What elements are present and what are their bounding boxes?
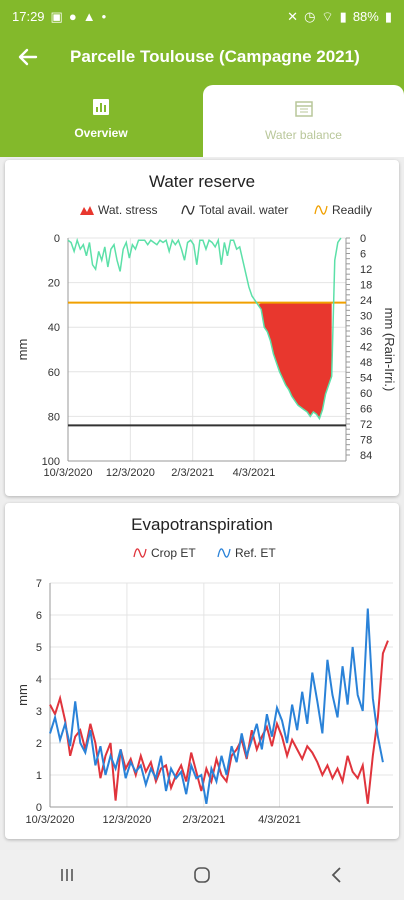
alert-notification-icon: ▲: [82, 9, 96, 24]
water-reserve-chart: 0 20 40 60 80 100 0 6 12 18 24 30 36 42 48 54 60 66 72 78 84…: [15, 233, 397, 479]
evapotranspiration-card: Evapotranspiration Crop ET Ref. ET 0 1 2 3 4…: [5, 503, 399, 839]
x-tick-label: 10/3/2020: [26, 814, 75, 826]
tab-overview-label: Overview: [74, 126, 128, 140]
y2-axis-label: mm (Rain-Irri.): [382, 308, 397, 392]
system-nav-bar: [0, 850, 404, 900]
x-tick-label: 4/3/2021: [233, 467, 276, 479]
y-tick-label: 4: [36, 674, 42, 686]
bar-chart-icon: [93, 99, 109, 115]
tab-bar: Overview Water balance: [0, 81, 404, 157]
evapotranspiration-chart: 0 1 2 3 4 5 6 7 10/3/2020 12/3/2020 2/3/2021 4/3/20…: [15, 578, 393, 826]
y2-tick-label: 42: [360, 342, 372, 354]
y2-tick-label: 84: [360, 450, 372, 462]
ref-et-legend-icon: [217, 548, 231, 558]
water-stress-area: [258, 302, 332, 419]
status-time: 17:29: [12, 9, 45, 24]
y-tick-label: 20: [48, 278, 60, 290]
y-tick-label: 60: [48, 367, 60, 379]
arrow-left-icon: [18, 48, 38, 66]
y2-tick-label: 60: [360, 388, 372, 400]
evapotranspiration-title: Evapotranspiration: [131, 515, 273, 534]
y2-tick-label: 24: [360, 295, 372, 307]
home-icon[interactable]: [192, 865, 212, 885]
y2-tick-label: 72: [360, 419, 372, 431]
y2-tick-label: 48: [360, 357, 372, 369]
x-tick-label: 4/3/2021: [258, 814, 301, 826]
water-reserve-card: Water reserve Wat. stress Total avail. w…: [5, 160, 399, 496]
legend-crop-et: Crop ET: [133, 546, 196, 560]
back-nav-icon[interactable]: [327, 865, 347, 885]
y2-tick-label: 18: [360, 280, 372, 292]
battery-level: 88%: [352, 9, 379, 24]
total-avail-water-line: [67, 237, 342, 421]
wifi-icon: ⌔: [321, 8, 334, 24]
alarm-icon: ◷: [304, 8, 316, 24]
y-tick-label: 7: [36, 578, 42, 590]
x-tick-label: 2/3/2021: [182, 814, 225, 826]
tab-water-balance-label: Water balance: [265, 128, 342, 142]
y-tick-label: 6: [36, 610, 42, 622]
legend-ref-et: Ref. ET: [217, 546, 276, 560]
mute-icon: ✕: [287, 8, 299, 24]
wat-stress-legend-icon: [80, 206, 94, 215]
y2-tick-label: 6: [360, 249, 366, 261]
y-tick-label: 0: [54, 233, 60, 245]
app-bar: Parcelle Toulouse (Campagne 2021): [0, 33, 404, 81]
signal-icon: ▮: [339, 8, 347, 24]
y-tick-label: 5: [36, 642, 42, 654]
y2-tick-label: 0: [360, 233, 366, 245]
x-tick-label: 2/3/2021: [171, 467, 214, 479]
total-avail-water-legend-icon: [181, 205, 195, 215]
y-tick-label: 3: [36, 706, 42, 718]
battery-icon: ▮: [384, 8, 392, 24]
legend-total-avail-water: Total avail. water: [181, 203, 288, 217]
legend-readily: Readily: [314, 203, 372, 217]
x-tick-label: 12/3/2020: [102, 814, 151, 826]
y2-tick-label: 30: [360, 311, 372, 323]
page-title: Parcelle Toulouse (Campagne 2021): [70, 47, 360, 66]
readily-legend-icon: [314, 205, 328, 215]
messenger-notification-icon: ●: [68, 9, 77, 24]
y2-tick-label: 12: [360, 264, 372, 276]
tab-overview[interactable]: Overview: [0, 81, 202, 157]
y-tick-label: 80: [48, 411, 60, 423]
image-notification-icon: ▣: [50, 8, 63, 24]
calendar-grid-icon: [294, 101, 313, 117]
y-tick-label: 40: [48, 322, 60, 334]
y-tick-label: 100: [42, 456, 60, 468]
y2-tick-label: 36: [360, 326, 372, 338]
y-tick-label: 2: [36, 738, 42, 750]
y2-tick-label: 54: [360, 373, 372, 385]
tab-water-balance[interactable]: Water balance: [203, 85, 404, 157]
recent-apps-icon[interactable]: [57, 865, 77, 885]
y2-tick-label: 78: [360, 435, 372, 447]
back-button[interactable]: [0, 33, 56, 81]
y-tick-label: 1: [36, 770, 42, 782]
x-tick-label: 12/3/2020: [106, 467, 155, 479]
status-bar: 17:29 ▣ ● ▲ • ✕ ◷ ⌔ ▮ 88% ▮: [0, 0, 404, 33]
y-axis-label: mm: [15, 339, 30, 361]
dot-icon: •: [101, 9, 107, 24]
y2-tick-label: 66: [360, 404, 372, 416]
crop-et-line: [49, 640, 389, 804]
water-reserve-title: Water reserve: [148, 172, 256, 191]
legend-wat-stress: Wat. stress: [80, 203, 158, 217]
x-tick-label: 10/3/2020: [44, 467, 93, 479]
y-tick-label: 0: [36, 802, 42, 814]
ref-et-line: [49, 608, 384, 804]
crop-et-legend-icon: [133, 548, 147, 558]
y-axis-label: mm: [15, 684, 30, 706]
